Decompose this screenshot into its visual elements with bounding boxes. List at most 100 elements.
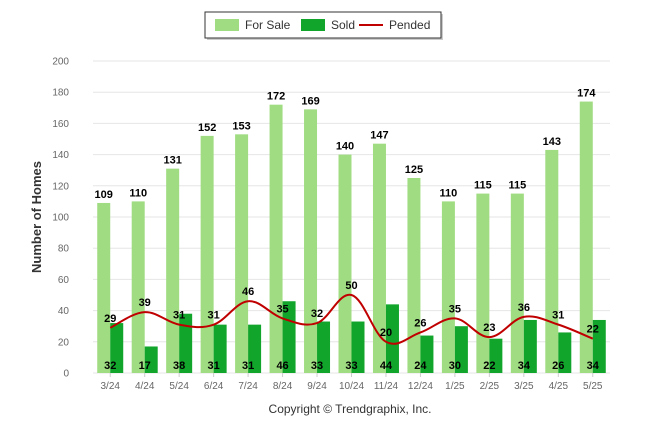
data-label-for-sale: 115 [508,180,526,192]
data-label-sold: 31 [242,360,254,372]
data-label-for-sale: 109 [95,189,113,201]
x-tick-label: 3/25 [514,381,534,392]
bar-for-sale [235,134,249,373]
data-label-pended: 39 [139,297,151,309]
legend-item-sold-swatch [301,19,325,31]
bar-for-sale [545,149,559,373]
y-tick-label: 140 [52,150,69,161]
bar-sold [592,319,606,373]
y-tick-label: 180 [52,88,69,99]
bar-sold [385,304,399,373]
data-label-pended: 20 [380,327,392,339]
x-tick-label: 4/25 [549,381,569,392]
data-label-sold: 22 [483,360,495,372]
x-tick-label: 9/24 [307,381,327,392]
data-label-for-sale: 152 [198,122,216,134]
bar-for-sale [510,193,524,373]
data-label-pended: 36 [518,302,530,314]
x-tick-label: 5/25 [583,381,603,392]
bar-sold [454,326,468,373]
x-tick-label: 7/24 [238,381,258,392]
data-label-for-sale: 147 [370,130,388,142]
bar-for-sale [372,143,386,373]
x-tick-label: 5/24 [169,381,189,392]
y-tick-label: 160 [52,119,69,130]
data-label-for-sale: 110 [129,187,147,199]
pended-line [109,293,594,345]
data-label-pended: 50 [345,280,357,292]
x-tick-label: 10/24 [339,381,364,392]
y-tick-label: 120 [52,181,69,192]
y-tick-label: 80 [58,244,70,255]
data-label-for-sale: 169 [301,95,319,107]
data-label-pended: 35 [449,303,461,315]
data-label-pended: 46 [242,286,254,298]
x-tick-label: 8/24 [273,381,293,392]
y-tick-label: 40 [58,306,70,317]
bar-sold [420,335,434,373]
data-label-for-sale: 153 [232,120,250,132]
data-label-sold: 34 [587,360,600,372]
data-label-sold: 32 [104,360,116,372]
legend-item-pended-label: Pended [389,18,430,32]
data-label-for-sale: 140 [336,141,354,153]
bar-sold [213,324,227,373]
bar-sold [179,313,193,373]
data-label-sold: 38 [173,360,185,372]
y-tick-label: 60 [58,275,70,286]
data-label-sold: 17 [139,360,151,372]
data-label-sold: 33 [345,360,357,372]
labels-layer: 109 32 29 110 17 39 131 38 31 152 31 31 153 31 46 172 46… [95,88,600,372]
data-label-sold: 31 [208,360,220,372]
bar-for-sale [338,154,352,373]
data-label-sold: 34 [518,360,531,372]
bar-for-sale [579,101,593,373]
bar-for-sale [407,178,421,373]
x-tick-label: 1/25 [445,381,465,392]
y-tick-label: 200 [52,57,69,68]
y-tick-label: 100 [52,213,69,224]
x-tick-label: 2/25 [480,381,500,392]
data-label-sold: 44 [380,360,393,372]
data-label-sold: 30 [449,360,461,372]
x-tick-label: 12/24 [408,381,433,392]
data-label-for-sale: 110 [440,187,458,199]
data-label-pended: 29 [104,313,116,325]
legend: For Sale Sold Pended [204,11,443,40]
bar-for-sale [166,168,180,373]
bar-for-sale [441,201,455,373]
y-tick-label: 0 [63,369,69,380]
data-label-pended: 31 [173,310,185,322]
data-label-pended: 26 [414,317,426,329]
x-tick-label: 11/24 [374,381,399,392]
data-label-pended: 32 [311,308,323,320]
data-label-for-sale: 143 [543,136,561,148]
y-tick-label: 20 [58,337,70,348]
bar-for-sale [131,201,145,373]
bar-sold [523,319,537,373]
data-label-for-sale: 125 [405,164,423,176]
data-label-for-sale: 115 [474,180,492,192]
data-label-pended: 23 [483,322,495,334]
data-label-pended: 22 [587,324,599,336]
data-label-sold: 46 [276,360,288,372]
data-label-for-sale: 172 [267,91,285,103]
data-label-for-sale: 131 [163,155,181,167]
data-label-sold: 33 [311,360,323,372]
data-label-sold: 26 [552,360,564,372]
bar-for-sale [200,135,214,373]
x-tick-label: 6/24 [204,381,224,392]
data-label-pended: 35 [276,303,288,315]
bar-for-sale [97,202,111,373]
legend-item-for-sale-label: For Sale [245,18,291,32]
y-axis-title: Number of Homes [29,161,44,273]
bar-sold [144,346,158,373]
bar-for-sale [269,104,283,374]
data-label-sold: 24 [414,360,427,372]
legend-item-sold-label: Sold [331,18,355,32]
copyright-text: Copyright © Trendgraphix, Inc. [269,402,432,416]
legend-item-for-sale-swatch [215,19,239,31]
bar-for-sale [476,193,490,373]
